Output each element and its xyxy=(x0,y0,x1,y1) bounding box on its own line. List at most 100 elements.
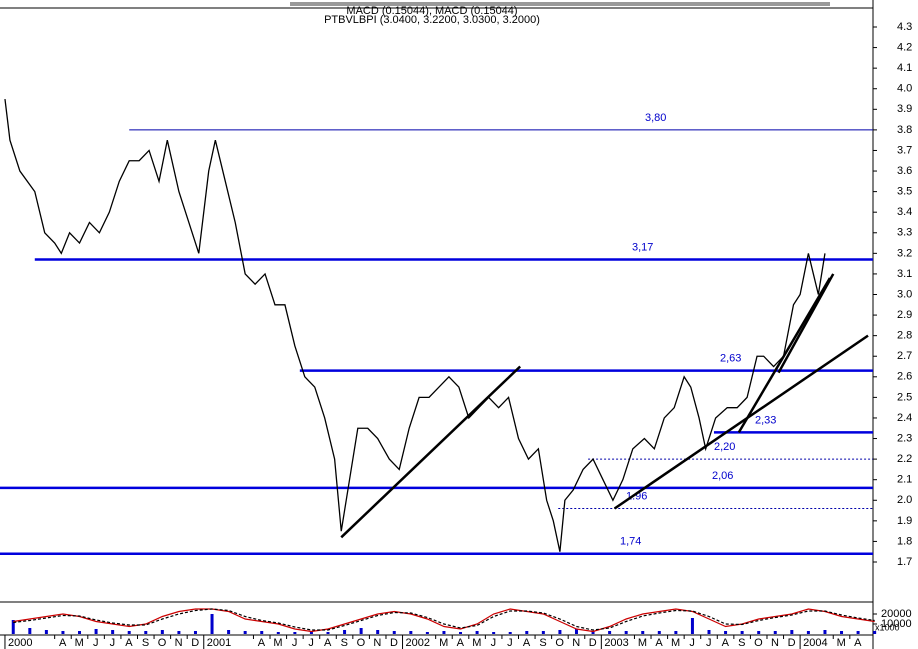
x-tick-label: M xyxy=(638,637,647,649)
y-tick-label: 2.9 xyxy=(897,309,912,321)
y-tick-label: 2.4 xyxy=(897,412,912,424)
x-tick-label: A xyxy=(258,637,266,649)
volume-bar xyxy=(541,631,545,634)
x-tick-label: J xyxy=(93,637,99,649)
volume-bar xyxy=(608,631,612,634)
y-tick-label: 3.0 xyxy=(897,288,912,300)
y-tick-label: 3.6 xyxy=(897,165,912,177)
volume-bar xyxy=(326,632,330,634)
x-tick-label: A xyxy=(457,637,465,649)
y-tick-label: 2.2 xyxy=(897,453,912,465)
volume-bar xyxy=(260,631,264,634)
x-tick-label: N xyxy=(175,637,183,649)
x-tick-label: J xyxy=(308,637,314,649)
y-tick-label: 3.1 xyxy=(897,268,912,280)
volume-bar xyxy=(475,631,479,634)
x-tick-label: A xyxy=(59,637,67,649)
volume-bar xyxy=(28,628,32,634)
volume-tick-label: 10000 xyxy=(881,618,912,630)
x-tick-label: S xyxy=(341,637,348,649)
volume-bar xyxy=(425,632,429,634)
x-tick-label: S xyxy=(142,637,149,649)
macd-line xyxy=(13,608,875,631)
volume-bar xyxy=(309,631,313,634)
volume-bar xyxy=(409,631,413,634)
volume-bar xyxy=(790,630,794,634)
y-tick-label: 3.8 xyxy=(897,124,912,136)
x-tick-label: D xyxy=(191,637,199,649)
volume-bar xyxy=(293,632,297,634)
macd-line xyxy=(13,608,875,633)
x-tick-label: M xyxy=(75,637,84,649)
volume-bar xyxy=(840,631,844,634)
volume-bar xyxy=(674,631,678,634)
header-price: PTBVLBPI (3.0400, 3.2200, 3.0300, 3.2000… xyxy=(324,14,540,26)
volume-bar xyxy=(127,631,131,634)
x-tick-label: A xyxy=(854,637,862,649)
y-tick-label: 3.9 xyxy=(897,103,912,115)
volume-bar xyxy=(61,631,65,634)
header-macd: MACD (0.15044), MACD (0.15044) xyxy=(346,5,517,17)
level-label: 1.96 xyxy=(626,490,647,502)
level-label: 2,33 xyxy=(755,414,776,426)
volume-bar xyxy=(873,631,877,634)
x-tick-label: N xyxy=(572,637,580,649)
volume-bar xyxy=(624,631,628,634)
y-tick-label: 3.4 xyxy=(897,206,912,218)
volume-bar xyxy=(144,631,148,634)
volume-bar xyxy=(508,632,512,634)
volume-tick-label: 20000 xyxy=(881,608,912,620)
volume-bar xyxy=(276,632,280,634)
y-tick-label: 2.5 xyxy=(897,391,912,403)
trendline xyxy=(340,365,522,539)
volume-unit: x1000 xyxy=(875,622,900,632)
volume-bar xyxy=(343,630,347,634)
x-tick-label: A xyxy=(324,637,332,649)
volume-bar xyxy=(442,631,446,634)
volume-bar xyxy=(724,631,728,634)
x-tick-label: 2000 xyxy=(8,637,32,649)
x-tick-label: N xyxy=(771,637,779,649)
y-tick-label: 3.2 xyxy=(897,247,912,259)
volume-bar xyxy=(558,630,562,634)
volume-bar xyxy=(757,631,761,634)
level-label: 2,63 xyxy=(720,353,741,365)
x-tick-label: A xyxy=(523,637,531,649)
volume-bar xyxy=(591,631,595,634)
volume-bar xyxy=(227,630,231,634)
volume-bar xyxy=(657,631,661,634)
y-tick-label: 4.2 xyxy=(897,41,912,53)
y-tick-label: 2.3 xyxy=(897,432,912,444)
x-tick-label: D xyxy=(788,637,796,649)
price-line xyxy=(4,98,826,552)
volume-bar xyxy=(78,631,82,634)
level-label: 3,17 xyxy=(632,241,653,253)
volume-bar xyxy=(641,631,645,634)
y-tick-label: 2.7 xyxy=(897,350,912,362)
y-tick-label: 3.5 xyxy=(897,186,912,198)
x-tick-label: S xyxy=(738,637,745,649)
volume-bar xyxy=(707,630,711,634)
volume-bar xyxy=(492,632,496,634)
x-tick-label: D xyxy=(390,637,398,649)
volume-bar xyxy=(160,630,164,634)
x-tick-label: O xyxy=(555,637,564,649)
x-tick-label: O xyxy=(357,637,366,649)
x-tick-label: M xyxy=(671,637,680,649)
x-tick-label: S xyxy=(539,637,546,649)
x-tick-label: 2001 xyxy=(207,637,231,649)
y-tick-label: 4.3 xyxy=(897,21,912,33)
volume-bar xyxy=(11,620,15,634)
volume-bar xyxy=(856,631,860,634)
volume-bar xyxy=(459,632,463,634)
y-tick-label: 2.1 xyxy=(897,474,912,486)
x-tick-label: J xyxy=(507,637,513,649)
x-tick-label: J xyxy=(110,637,116,649)
x-tick-label: M xyxy=(837,637,846,649)
x-tick-label: J xyxy=(292,637,298,649)
y-tick-label: 4.1 xyxy=(897,62,912,74)
volume-bar xyxy=(690,618,694,634)
level-label: 2,06 xyxy=(712,470,733,482)
